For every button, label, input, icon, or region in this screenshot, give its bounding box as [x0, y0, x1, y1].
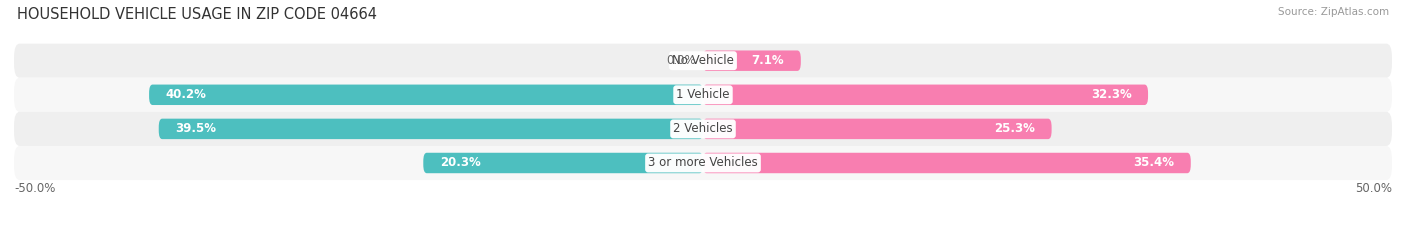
- Text: 0.0%: 0.0%: [666, 54, 696, 67]
- FancyBboxPatch shape: [14, 146, 1392, 180]
- Text: 32.3%: 32.3%: [1091, 88, 1132, 101]
- FancyBboxPatch shape: [703, 153, 1191, 173]
- Text: 40.2%: 40.2%: [166, 88, 207, 101]
- Text: No Vehicle: No Vehicle: [672, 54, 734, 67]
- Text: HOUSEHOLD VEHICLE USAGE IN ZIP CODE 04664: HOUSEHOLD VEHICLE USAGE IN ZIP CODE 0466…: [17, 7, 377, 22]
- FancyBboxPatch shape: [423, 153, 703, 173]
- Text: 1 Vehicle: 1 Vehicle: [676, 88, 730, 101]
- FancyBboxPatch shape: [14, 112, 1392, 146]
- Text: 25.3%: 25.3%: [994, 122, 1035, 135]
- Text: 7.1%: 7.1%: [752, 54, 785, 67]
- Text: 2 Vehicles: 2 Vehicles: [673, 122, 733, 135]
- FancyBboxPatch shape: [149, 85, 703, 105]
- Text: 35.4%: 35.4%: [1133, 157, 1174, 169]
- Text: 20.3%: 20.3%: [440, 157, 481, 169]
- FancyBboxPatch shape: [703, 119, 1052, 139]
- FancyBboxPatch shape: [703, 51, 801, 71]
- Text: 3 or more Vehicles: 3 or more Vehicles: [648, 157, 758, 169]
- FancyBboxPatch shape: [703, 85, 1149, 105]
- Text: -50.0%: -50.0%: [14, 182, 55, 195]
- Text: Source: ZipAtlas.com: Source: ZipAtlas.com: [1278, 7, 1389, 17]
- FancyBboxPatch shape: [14, 44, 1392, 78]
- FancyBboxPatch shape: [159, 119, 703, 139]
- FancyBboxPatch shape: [14, 78, 1392, 112]
- Text: 50.0%: 50.0%: [1355, 182, 1392, 195]
- Text: 39.5%: 39.5%: [176, 122, 217, 135]
